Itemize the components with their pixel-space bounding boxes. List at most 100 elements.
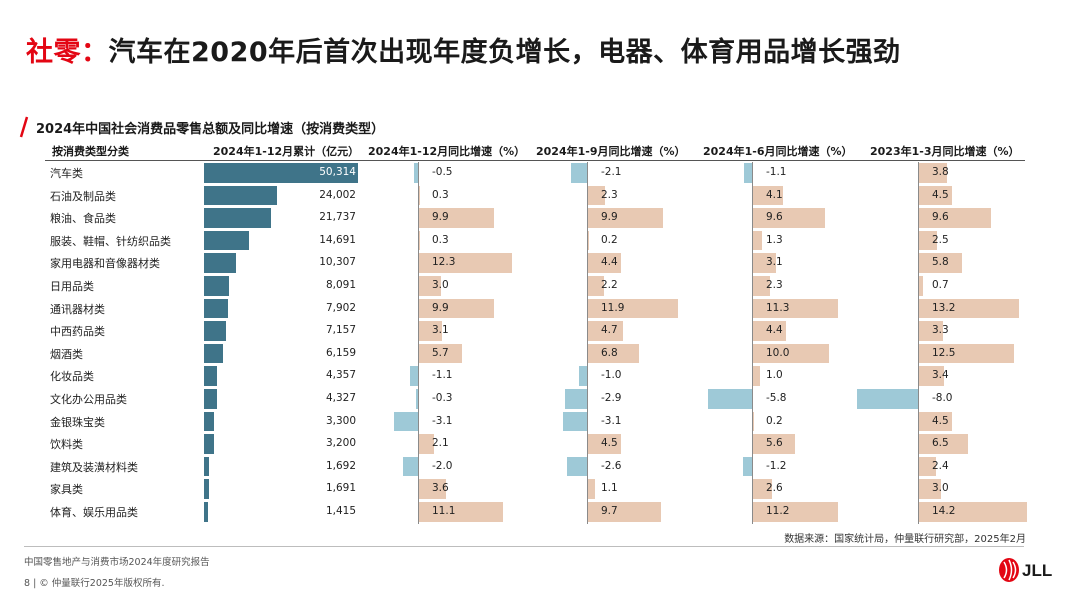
- growth-bar: [587, 343, 640, 364]
- category-label: 通讯器材类: [50, 302, 105, 316]
- growth-value-label: 5.6: [766, 437, 783, 450]
- total-bar: [204, 321, 226, 341]
- category-label: 体育、娱乐用品类: [50, 506, 138, 519]
- logo-text: JLL: [1022, 561, 1053, 580]
- growth-value-label: 2.4: [932, 459, 949, 472]
- total-value-label: 7,902: [325, 301, 356, 314]
- growth-bar: [752, 366, 760, 386]
- total-value-label: 24,002: [319, 188, 356, 201]
- total-value-label: 50,314: [319, 166, 356, 178]
- growth-bar: [856, 389, 918, 409]
- growth-value-label: 3.1: [766, 256, 783, 269]
- growth-value-label: 2.1: [432, 437, 449, 450]
- total-value-label: 21,737: [319, 211, 356, 224]
- growth-value-label: -0.5: [432, 166, 453, 178]
- growth-bar: [918, 208, 992, 228]
- total-bar: [204, 366, 218, 386]
- total-bar: [204, 230, 249, 251]
- growth-bar: [918, 434, 968, 454]
- growth-bar: [918, 456, 937, 477]
- data-source: 数据来源：国家统计局，仲量联行研究部，2025年2月: [784, 534, 1026, 545]
- growth-bar: [587, 502, 662, 522]
- category-label: 服装、鞋帽、针纺织品类: [50, 234, 171, 248]
- growth-bar: [918, 502, 1027, 522]
- total-bar: [204, 343, 223, 364]
- total-bar: [204, 208, 271, 228]
- growth-value-label: 0.3: [432, 233, 449, 246]
- total-bar: [204, 298, 229, 319]
- growth-value-label: 3.1: [432, 324, 449, 337]
- growth-value-label: 4.1: [766, 188, 783, 201]
- growth-value-label: 0.7: [932, 279, 949, 291]
- growth-value-label: -1.2: [766, 459, 787, 472]
- category-label: 建筑及装潢材料类: [50, 460, 138, 474]
- growth-value-label: 5.8: [932, 256, 949, 269]
- total-value-label: 14,691: [319, 233, 356, 246]
- growth-bar: [587, 479, 596, 499]
- growth-value-label: 2.6: [766, 482, 783, 495]
- total-value-label: 10,307: [319, 256, 356, 269]
- growth-bar: [752, 276, 770, 296]
- total-bar: [204, 456, 210, 477]
- growth-bar: [587, 208, 663, 228]
- growth-bar: [752, 298, 839, 319]
- growth-value-label: -0.3: [432, 392, 453, 404]
- total-value-label: 1,691: [325, 482, 356, 495]
- growth-value-label: 4.5: [601, 437, 618, 450]
- total-bar: [204, 502, 209, 522]
- title-main: 汽车在2020年后首次出现年度负增长，电器、体育用品增长强劲: [108, 37, 901, 68]
- header-growth-2024-6: 2024年1-6月同比增速（%）: [703, 145, 853, 158]
- jll-logo-icon: [999, 558, 1019, 582]
- growth-value-label: 14.2: [932, 505, 956, 517]
- total-value-label: 3,300: [325, 414, 356, 427]
- growth-value-label: 6.8: [601, 346, 618, 359]
- zero-axis: [752, 162, 753, 524]
- growth-value-label: 3.0: [432, 279, 449, 291]
- growth-bar: [918, 479, 941, 499]
- growth-value-label: 9.9: [432, 301, 449, 314]
- growth-bar: [918, 411, 953, 432]
- header-growth-2024-12: 2024年1-12月同比增速（%）: [368, 145, 526, 158]
- header-growth-2024-9: 2024年1-9月同比增速（%）: [536, 145, 686, 158]
- growth-bar: [752, 502, 838, 522]
- total-value-label: 8,091: [325, 279, 356, 291]
- growth-bar: [418, 298, 494, 319]
- growth-bar: [752, 253, 776, 273]
- growth-value-label: 5.7: [432, 346, 449, 359]
- growth-value-label: -3.1: [432, 414, 453, 427]
- growth-value-label: 13.2: [932, 301, 956, 314]
- growth-bar: [418, 479, 446, 499]
- growth-value-label: -3.1: [601, 414, 622, 427]
- footer-page-copyright: 8 | © 仲量联行2025年版权所有.: [24, 578, 165, 589]
- growth-value-label: 12.3: [432, 256, 456, 269]
- header-category: 按消费类型分类: [52, 145, 129, 158]
- growth-value-label: 4.5: [932, 414, 949, 427]
- growth-bar: [752, 321, 786, 341]
- growth-value-label: -2.0: [432, 459, 453, 472]
- growth-value-label: 9.9: [432, 211, 449, 224]
- growth-value-label: -8.0: [932, 392, 953, 404]
- growth-bar: [587, 298, 679, 319]
- growth-bar: [570, 163, 587, 183]
- growth-value-label: 11.3: [766, 301, 790, 314]
- category-label: 石油及制品类: [50, 189, 116, 203]
- growth-bar: [418, 185, 421, 206]
- growth-bar: [418, 502, 503, 522]
- growth-bar: [752, 434, 795, 454]
- growth-bar: [587, 276, 604, 296]
- growth-value-label: 2.3: [601, 188, 618, 201]
- total-value-label: 4,327: [325, 392, 356, 404]
- page-title: 社零：汽车在2020年后首次出现年度负增长，电器、体育用品增长强劲: [26, 30, 901, 69]
- total-bar: [204, 389, 218, 409]
- category-label: 烟酒类: [50, 347, 83, 361]
- category-label: 粮油、食品类: [50, 212, 116, 226]
- growth-bar: [752, 343, 829, 364]
- growth-value-label: 0.2: [766, 414, 783, 427]
- growth-value-label: 2.3: [766, 279, 783, 291]
- growth-bar: [409, 366, 418, 386]
- growth-bar: [752, 479, 772, 499]
- growth-value-label: 4.5: [932, 188, 949, 201]
- growth-bar: [418, 321, 442, 341]
- growth-bar: [918, 230, 938, 251]
- growth-bar: [752, 185, 784, 206]
